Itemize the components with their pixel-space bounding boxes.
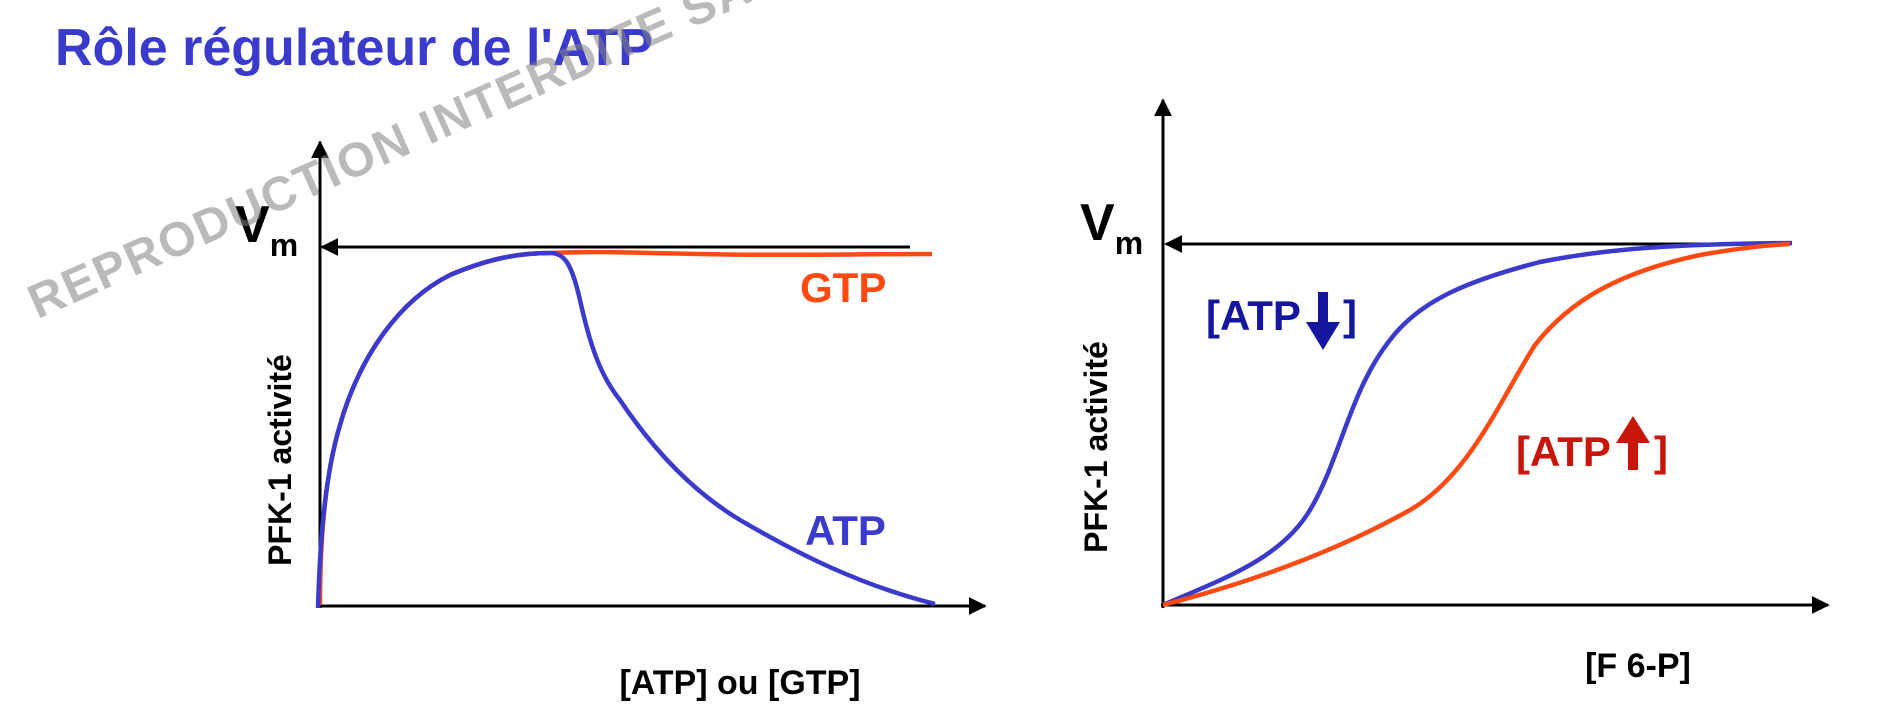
bracket-close: ] bbox=[1654, 428, 1668, 475]
series-label-text: [ATP bbox=[1206, 292, 1301, 339]
series-label-atp-high: [ATP ] bbox=[1516, 416, 1668, 475]
series-label-atp-low: [ATP ] bbox=[1206, 292, 1357, 350]
vmax-label: Vm bbox=[235, 196, 298, 263]
y-axis-label: PFK-1 activité bbox=[262, 354, 298, 566]
series-label-text: [ATP bbox=[1516, 428, 1611, 475]
series-label-gtp: GTP bbox=[800, 264, 886, 311]
series-atp-low-line bbox=[1162, 240, 1793, 608]
bracket-close: ] bbox=[1343, 292, 1357, 339]
arrow-down-icon bbox=[1306, 292, 1340, 350]
x-axis-label: [ATP] ou [GTP] bbox=[619, 664, 860, 702]
series-atp-line bbox=[315, 250, 936, 609]
arrow-up-icon bbox=[1616, 416, 1650, 470]
y-axis-label: PFK-1 activité bbox=[1078, 341, 1114, 553]
vmax-label: Vm bbox=[1080, 194, 1143, 261]
x-axis-label: [F 6-P] bbox=[1585, 647, 1691, 685]
series-atp-high-line bbox=[1162, 241, 1791, 608]
series-label-atp: ATP bbox=[805, 507, 886, 554]
chart-right: Vm PFK-1 activité [F 6-P] [ATP ] [ATP ] bbox=[1078, 98, 1830, 685]
chart-left: Vm PFK-1 activité [ATP] ou [GTP] GTP ATP bbox=[235, 140, 987, 702]
page-title: Rôle régulateur de l'ATP bbox=[55, 19, 653, 77]
